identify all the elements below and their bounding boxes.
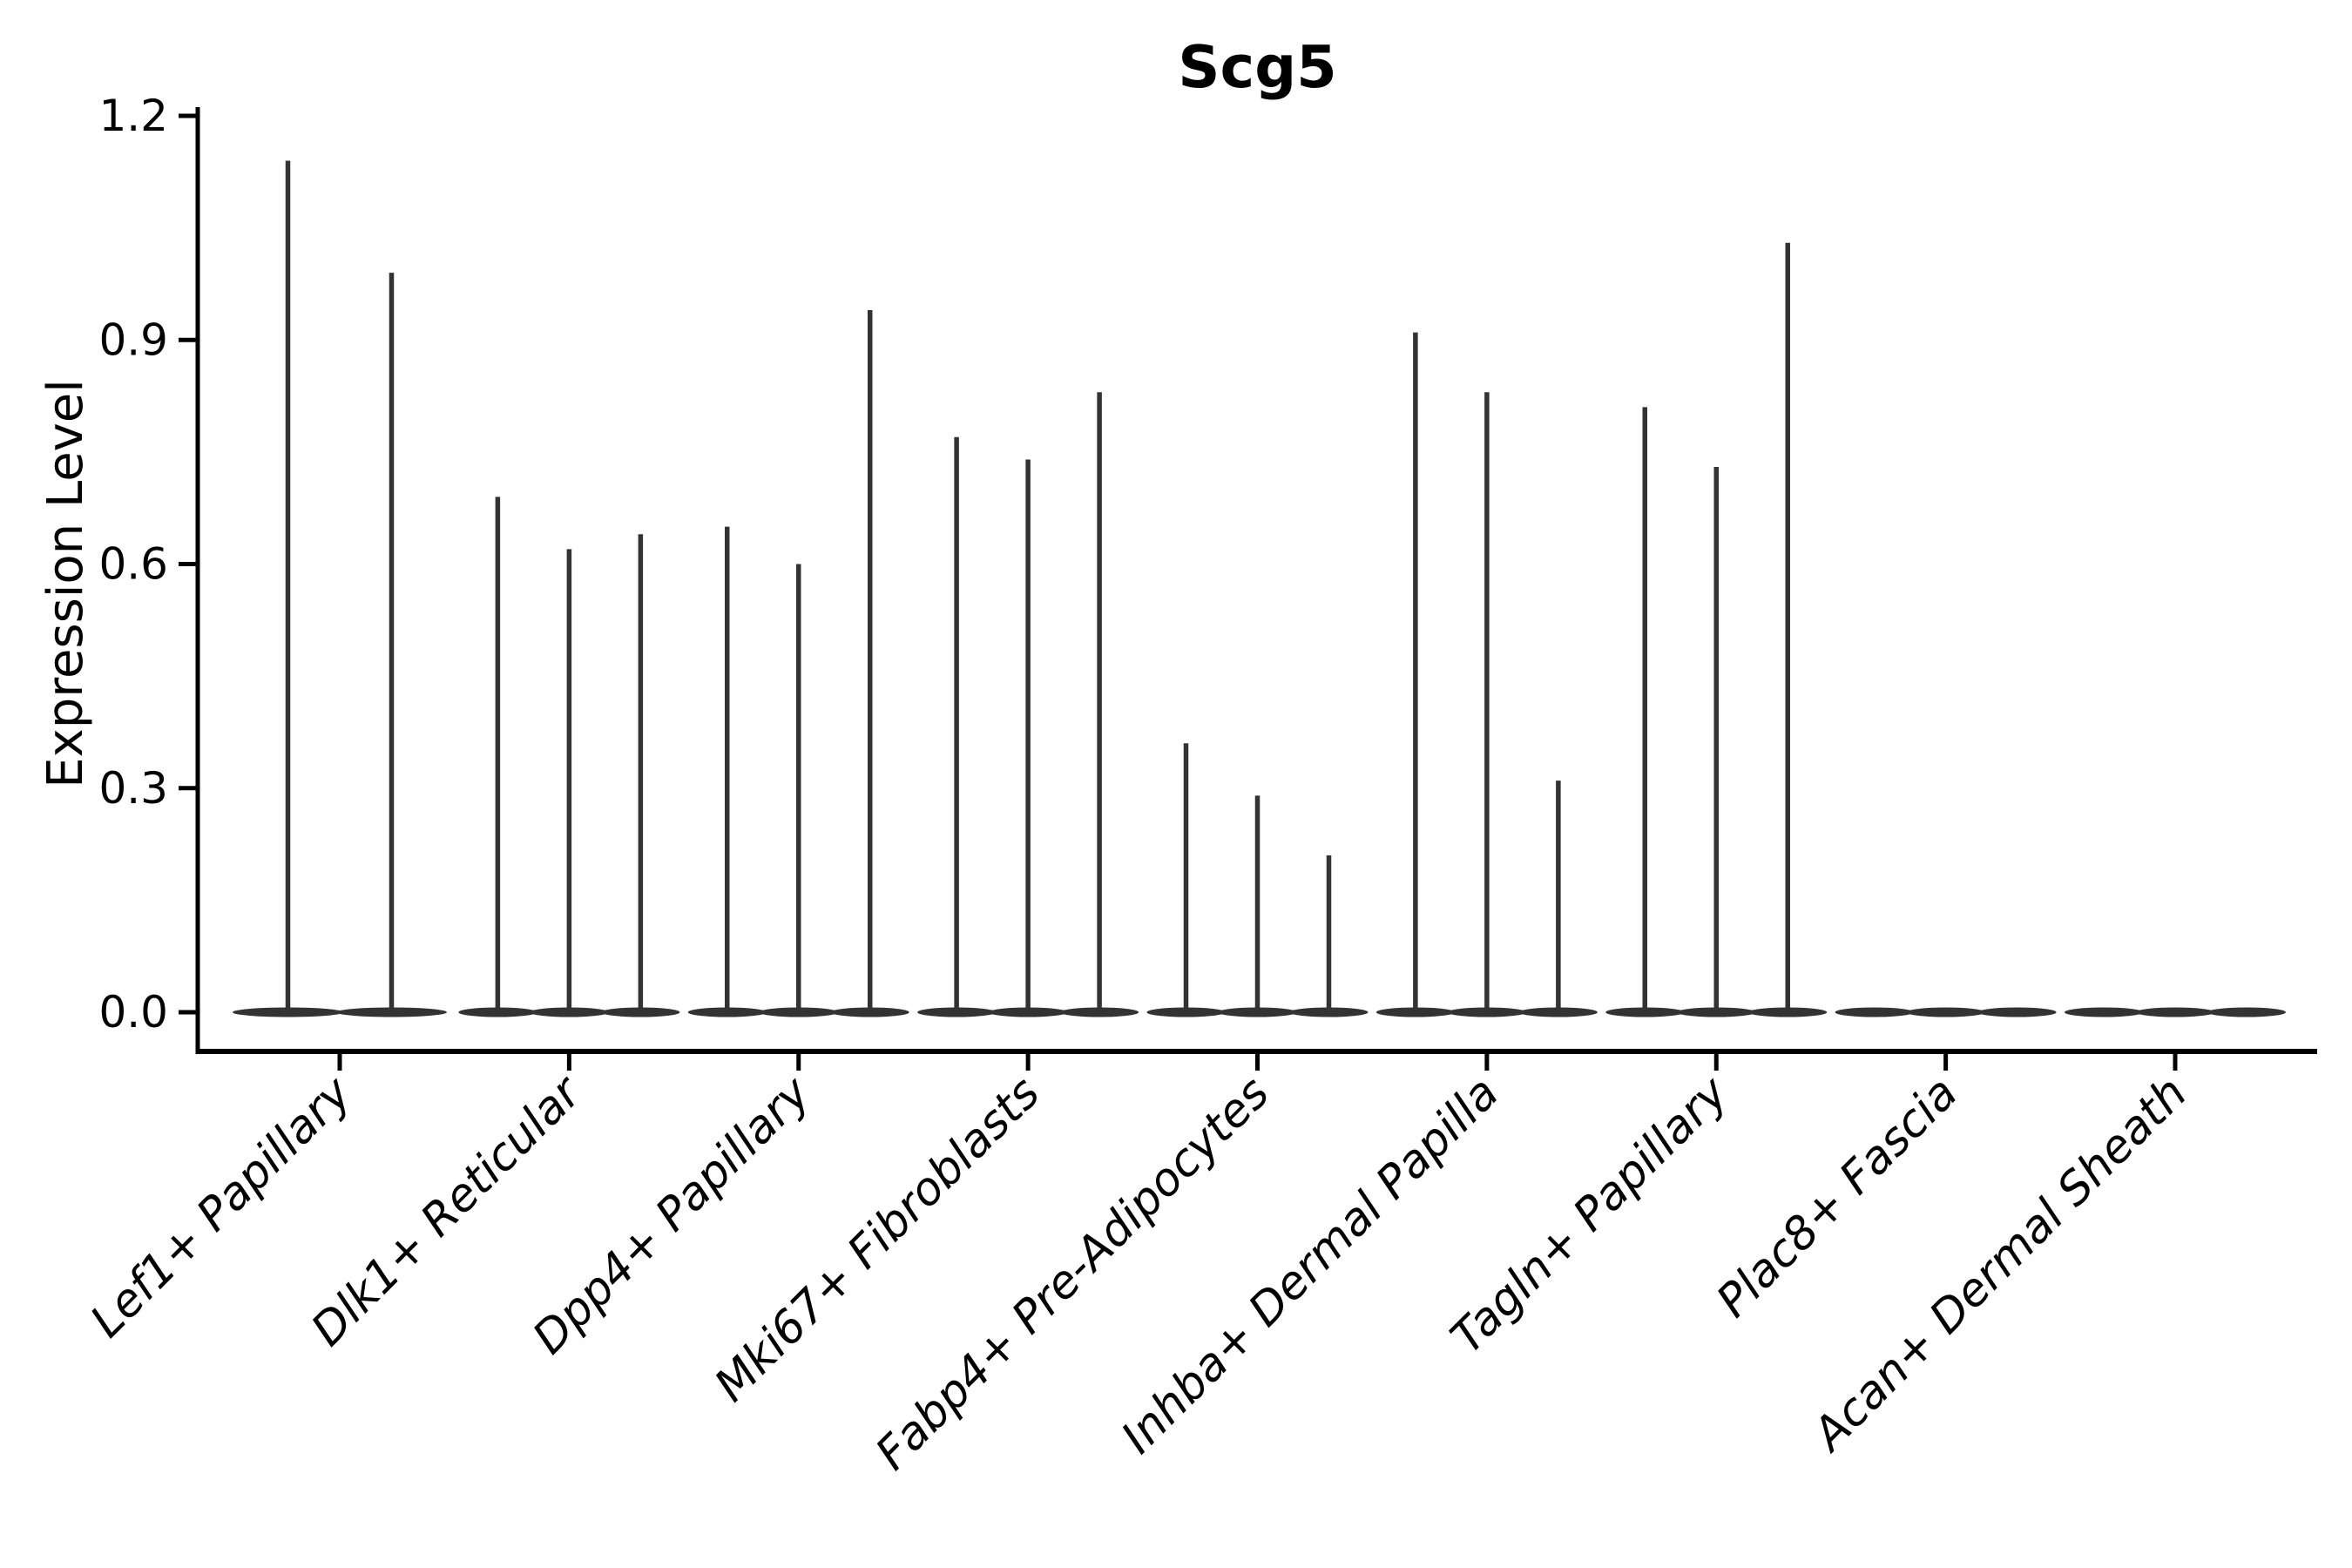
x-tick-label: Fabp4+ Pre-Adipocytes <box>866 1067 1280 1481</box>
y-tick-label: 0.0 <box>98 987 168 1037</box>
chart-title: Scg5 <box>1178 33 1337 101</box>
violin-base <box>2065 1007 2143 1017</box>
violin-base <box>1977 1007 2057 1017</box>
violin-base <box>2207 1007 2286 1017</box>
y-tick-label: 0.3 <box>98 763 168 814</box>
x-tick-label: Inhba+ Dermal Papilla <box>1112 1067 1509 1464</box>
violin-base <box>1835 1007 1914 1017</box>
y-tick-label: 1.2 <box>98 91 168 141</box>
violin-base <box>2136 1007 2214 1017</box>
x-tick-label: Acan+ Dermal Sheath <box>1801 1067 2197 1463</box>
y-tick-label: 0.6 <box>98 539 168 590</box>
x-tick-label: Plac8+ Fascia <box>1707 1067 1968 1328</box>
y-tick-label: 0.9 <box>98 314 168 365</box>
violin-base <box>1906 1007 1985 1017</box>
